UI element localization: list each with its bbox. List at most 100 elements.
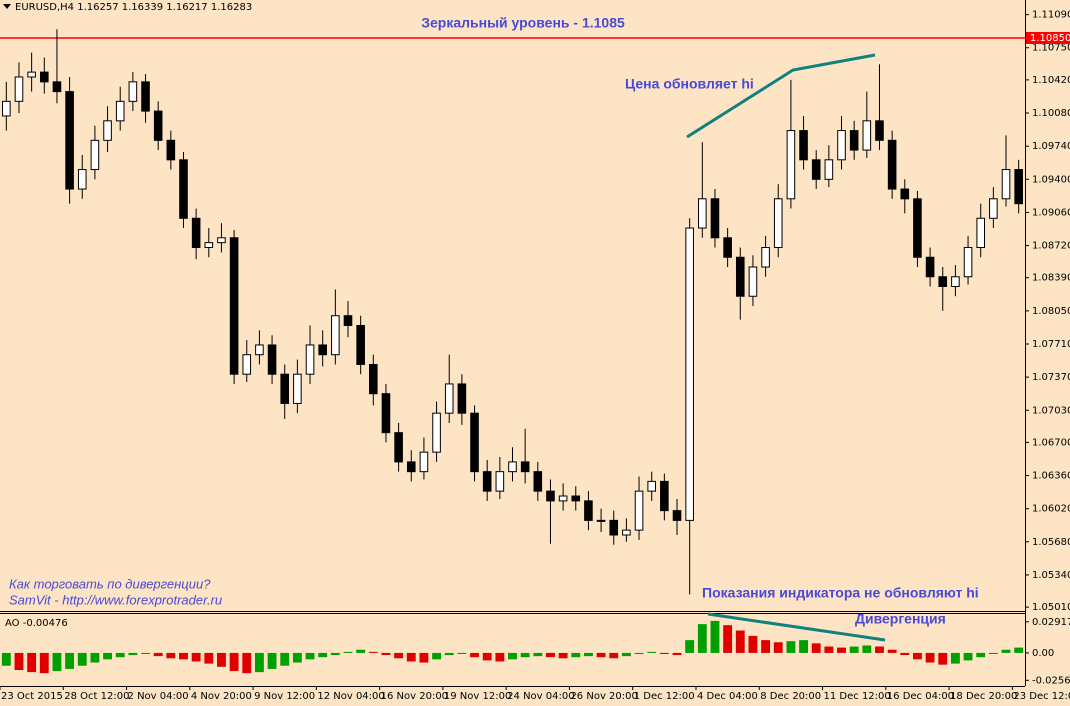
menu-arrow bbox=[3, 4, 11, 9]
ao-bar bbox=[609, 652, 619, 659]
x-tick-label: 23 Oct 2015 bbox=[1, 691, 63, 702]
candle-body bbox=[913, 198, 922, 258]
x-tick-label: 1 Dec 12:00 bbox=[634, 691, 695, 702]
x-tick-label: 12 Nov 04:00 bbox=[317, 691, 384, 702]
ao-bar bbox=[773, 642, 783, 653]
ao-bar bbox=[217, 652, 226, 667]
ao-bar bbox=[103, 652, 112, 660]
indicator-note: Показания индикатора не обновляют hi bbox=[702, 585, 979, 601]
candle-body bbox=[546, 490, 555, 502]
candle-body bbox=[786, 130, 796, 200]
ao-bar bbox=[925, 652, 935, 663]
y-tick-label: 1.09400 bbox=[1032, 174, 1070, 185]
candle-body bbox=[647, 480, 656, 492]
level-label-box bbox=[1026, 32, 1070, 45]
candle-body bbox=[457, 383, 467, 414]
ao-bar bbox=[938, 652, 948, 665]
ao-bar bbox=[824, 646, 834, 653]
candle-body bbox=[293, 373, 302, 404]
ao-bar bbox=[77, 652, 87, 666]
candle-body bbox=[39, 71, 49, 83]
ao-bar bbox=[457, 652, 467, 654]
ao-bar bbox=[875, 646, 884, 653]
y-tick-label: 0.02917 bbox=[1032, 617, 1070, 628]
price-trendline bbox=[686, 53, 876, 139]
candle-body bbox=[2, 100, 11, 117]
ao-bar bbox=[950, 652, 960, 664]
ao-bar bbox=[229, 652, 239, 672]
x-tick-label: 28 Oct 12:00 bbox=[64, 691, 129, 702]
ao-bar bbox=[495, 652, 505, 662]
ao-bar bbox=[887, 649, 897, 653]
y-tick-label: 1.06700 bbox=[1032, 437, 1070, 448]
ao-bar bbox=[153, 652, 163, 657]
ao-bar bbox=[242, 652, 252, 674]
ao-bar bbox=[735, 630, 745, 653]
candle-body bbox=[419, 451, 429, 473]
level-label: 1.10850 bbox=[1030, 33, 1070, 44]
ao-bar bbox=[583, 652, 593, 657]
candle-body bbox=[166, 139, 176, 161]
candle-body bbox=[634, 490, 644, 531]
candle-body bbox=[1001, 169, 1011, 200]
x-tick-label: 8 Dec 20:00 bbox=[760, 691, 821, 702]
indicator-value: -0.00476 bbox=[23, 618, 68, 629]
candle-body bbox=[609, 519, 619, 536]
candle-body bbox=[115, 100, 125, 122]
candle-body bbox=[394, 432, 403, 463]
y-tick-label: 1.06360 bbox=[1032, 471, 1070, 482]
candle-body bbox=[141, 81, 150, 112]
candle-body bbox=[65, 91, 74, 190]
ao-bar bbox=[1, 652, 11, 666]
candle-body bbox=[622, 529, 631, 536]
x-tick-label: 24 Nov 04:00 bbox=[507, 691, 574, 702]
ao-bar bbox=[710, 620, 720, 653]
candle-body bbox=[179, 159, 188, 219]
x-tick-label: 2 Nov 04:00 bbox=[128, 691, 189, 702]
y-tick-label: 1.05340 bbox=[1032, 570, 1070, 581]
candle-body bbox=[811, 159, 821, 180]
candle-body bbox=[710, 198, 720, 239]
candle-body bbox=[331, 315, 340, 356]
candle-body bbox=[204, 242, 214, 249]
ao-bar bbox=[621, 652, 631, 657]
ao-bar bbox=[128, 652, 138, 656]
help-text: SamVit - http://www.forexprotrader.ru bbox=[9, 592, 222, 607]
x-tick-label: 26 Nov 20:00 bbox=[570, 691, 637, 702]
ao-bar bbox=[723, 625, 733, 653]
candle-body bbox=[1014, 169, 1023, 205]
candle-body bbox=[470, 412, 479, 473]
y-tick-label: 1.06020 bbox=[1032, 504, 1070, 515]
candle-body bbox=[976, 217, 986, 249]
ao-bar bbox=[976, 652, 986, 658]
y-tick-label: 1.05680 bbox=[1032, 537, 1070, 548]
candle-body bbox=[963, 247, 973, 278]
candle-body bbox=[900, 188, 910, 200]
symbol-header: EURUSD,H4 1.16257 1.16339 1.16217 1.1628… bbox=[15, 2, 252, 13]
ao-bar bbox=[14, 652, 24, 670]
ao-bar bbox=[305, 652, 315, 660]
quote: 1.16339 bbox=[122, 2, 163, 13]
candle-body bbox=[508, 461, 517, 473]
candle-body bbox=[761, 247, 770, 268]
ao-bar bbox=[647, 651, 657, 653]
indicator-trendline bbox=[707, 612, 886, 642]
level-title: Зеркальный уровень - 1.1085 bbox=[421, 15, 625, 31]
y-tick-label: 1.10080 bbox=[1032, 108, 1070, 119]
ao-bar bbox=[394, 652, 404, 659]
ao-bar bbox=[862, 645, 872, 653]
candle-body bbox=[77, 169, 87, 190]
y-tick-label: 1.08720 bbox=[1032, 241, 1070, 252]
indicator-name: AO bbox=[5, 618, 20, 629]
ao-bar bbox=[508, 652, 517, 660]
y-tick-label: 1.07370 bbox=[1032, 372, 1070, 383]
candle-body bbox=[938, 276, 948, 287]
ao-bar bbox=[761, 640, 771, 653]
x-tick-label: 4 Nov 20:00 bbox=[191, 691, 252, 702]
ao-bar bbox=[65, 652, 75, 669]
candle-body bbox=[153, 110, 163, 141]
candle-body bbox=[698, 198, 707, 229]
candle-body bbox=[558, 495, 568, 502]
y-tick-label: 1.09740 bbox=[1032, 141, 1070, 152]
